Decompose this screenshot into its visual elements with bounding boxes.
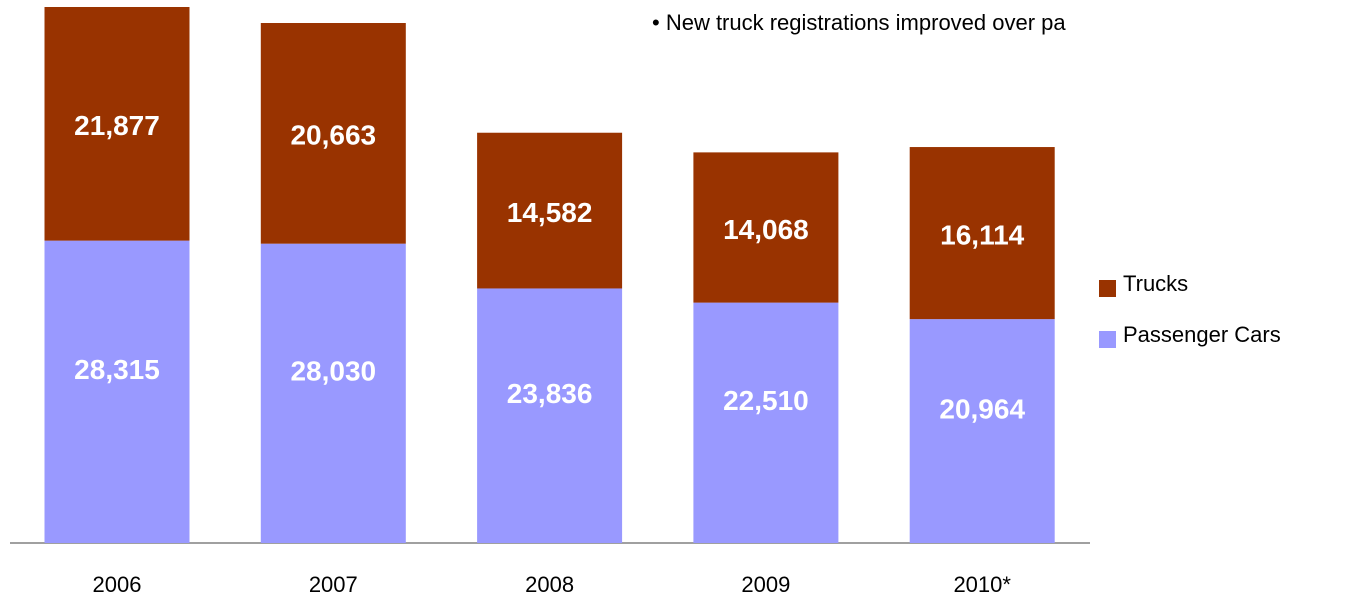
bar-segment <box>909 319 1055 543</box>
legend-label: Passenger Cars <box>1123 322 1281 347</box>
legend-swatch <box>1099 331 1116 348</box>
legend-swatch <box>1099 280 1116 297</box>
bar-segment <box>909 147 1055 320</box>
data-label: 20,663 <box>290 120 376 151</box>
x-tick-label: 2006 <box>93 572 142 597</box>
data-label: 16,114 <box>940 219 1025 250</box>
bar-segment <box>260 23 406 244</box>
data-label: 14,582 <box>507 197 593 228</box>
data-label: 20,964 <box>939 393 1025 424</box>
x-tick-label: 2010* <box>953 572 1011 597</box>
bar-segment <box>693 152 839 303</box>
bar-segment <box>693 302 839 543</box>
bar-segment <box>477 288 623 543</box>
bar-segment <box>44 7 190 241</box>
x-tick-label: 2009 <box>741 572 790 597</box>
bar-segment <box>44 240 190 543</box>
data-label: 21,877 <box>74 110 160 141</box>
bar-segment <box>260 243 406 543</box>
legend-label: Trucks <box>1123 271 1188 296</box>
annotation: • New truck registrations improved over … <box>652 10 1066 35</box>
data-label: 14,068 <box>723 214 809 245</box>
x-tick-label: 2008 <box>525 572 574 597</box>
data-label: 23,836 <box>507 378 593 409</box>
data-label: 28,030 <box>290 356 376 387</box>
data-label: 22,510 <box>723 385 809 416</box>
bar-segment <box>477 132 623 289</box>
data-label: 28,315 <box>74 354 160 385</box>
x-tick-label: 2007 <box>309 572 358 597</box>
